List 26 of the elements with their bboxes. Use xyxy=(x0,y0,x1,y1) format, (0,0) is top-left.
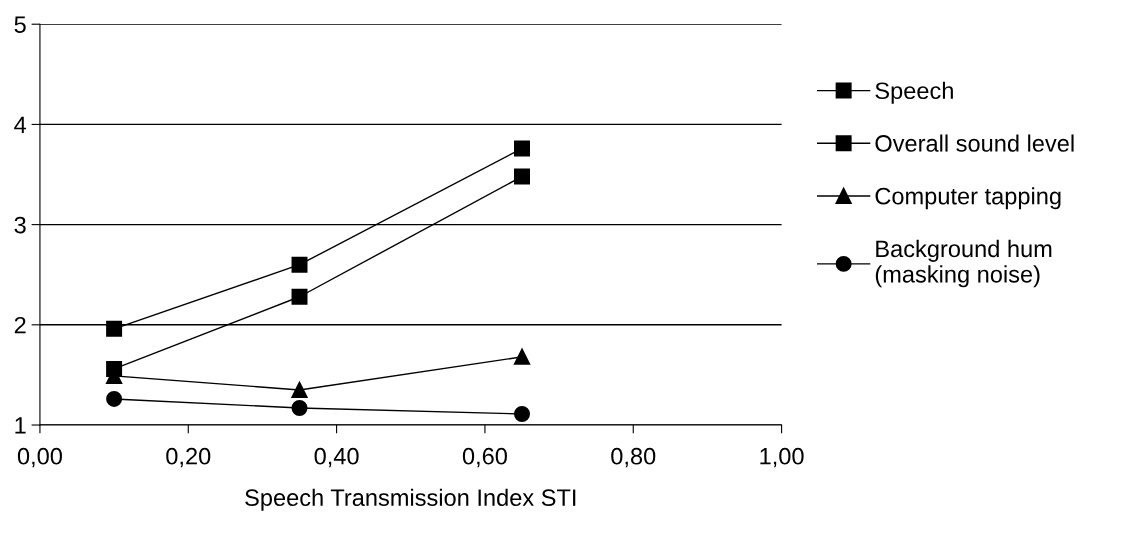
y-tick-label: 5 xyxy=(14,16,26,33)
y-tick-label: 2 xyxy=(14,316,26,334)
x-tick-label: 0,60 xyxy=(462,447,507,468)
y-tick-label: 4 xyxy=(14,116,27,133)
x-tick-label: 1,00 xyxy=(760,447,804,468)
y-tick-label: 3 xyxy=(14,216,26,234)
point xyxy=(291,256,308,273)
x-axis-title: Speech Transmission Index STI xyxy=(245,488,576,511)
point xyxy=(106,390,123,407)
x-tick-label: 0,80 xyxy=(611,447,656,468)
point xyxy=(291,400,308,416)
point xyxy=(106,320,123,337)
legend-label: Computer tapping xyxy=(875,187,1061,210)
point xyxy=(514,140,530,157)
x-tick-label: 0,40 xyxy=(314,447,359,468)
x-tick-label: 0,00 xyxy=(17,447,62,468)
point xyxy=(514,168,530,185)
legend-label: Overall sound level xyxy=(875,134,1074,152)
point xyxy=(514,406,530,422)
y-tick-label: 1 xyxy=(15,417,26,434)
point xyxy=(291,288,308,305)
legend-label: Background hum (masking noise) xyxy=(875,239,1052,288)
point xyxy=(514,348,530,365)
legend-label: Speech xyxy=(875,81,953,104)
x-tick-label: 0,20 xyxy=(166,447,211,468)
point xyxy=(291,381,308,398)
